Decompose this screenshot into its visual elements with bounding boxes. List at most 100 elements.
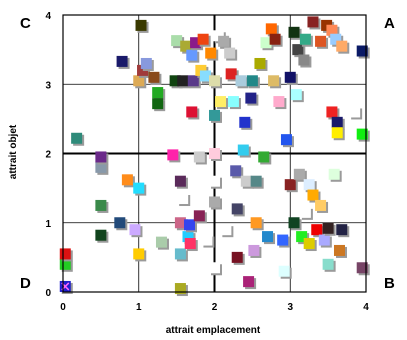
- data-point: [356, 45, 368, 57]
- data-point: [333, 244, 345, 256]
- data-point: [240, 175, 252, 187]
- x-tick-label: 3: [287, 302, 293, 313]
- data-point: [246, 75, 258, 87]
- data-point: [193, 210, 205, 222]
- data-point: [237, 144, 249, 156]
- data-point: [273, 96, 285, 108]
- y-tick-label: 3: [45, 80, 51, 91]
- data-point: [331, 116, 343, 128]
- data-point: [129, 224, 141, 236]
- data-point: [71, 132, 83, 144]
- data-point: [326, 106, 338, 118]
- data-point: [307, 16, 319, 28]
- data-point: [59, 248, 71, 260]
- quadrant-label-top-right: A: [384, 15, 395, 32]
- data-point: [230, 165, 242, 177]
- data-point: [322, 258, 334, 270]
- data-point: [186, 49, 198, 61]
- data-point: [262, 231, 274, 243]
- data-point: [303, 179, 315, 191]
- data-point: [177, 75, 189, 87]
- data-point: [193, 151, 205, 163]
- data-point: [250, 175, 262, 187]
- data-point: [95, 229, 107, 241]
- data-point: [254, 57, 266, 69]
- data-point: [167, 149, 179, 161]
- data-point: [209, 75, 220, 87]
- data-point: [315, 35, 327, 47]
- data-point: [278, 265, 290, 277]
- data-point: [95, 161, 107, 173]
- y-axis-title: attrait objet: [8, 124, 19, 179]
- quadrant-label-bottom-left: D: [20, 275, 31, 292]
- data-point: [277, 234, 289, 246]
- data-point: [326, 24, 338, 36]
- data-point: [186, 106, 198, 118]
- data-point: [209, 262, 220, 274]
- y-tick-label: 0: [45, 288, 51, 299]
- data-point: [227, 96, 239, 108]
- data-point: [315, 199, 327, 211]
- data-point: [349, 106, 361, 118]
- data-point: [197, 33, 209, 45]
- data-point: [171, 35, 183, 47]
- data-point: [250, 217, 262, 229]
- data-point: [205, 47, 217, 59]
- data-point: [140, 57, 152, 69]
- data-point: [293, 168, 305, 180]
- data-point: [269, 33, 281, 45]
- data-point: [133, 248, 145, 260]
- data-point: [239, 116, 251, 128]
- data-point: [209, 175, 220, 187]
- y-tick-labels: 0 1 2 3 4: [45, 11, 51, 299]
- data-point: [184, 238, 196, 250]
- data-point: [284, 179, 296, 191]
- data-point: [209, 109, 220, 121]
- x-tick-label: 0: [60, 302, 66, 313]
- data-point: [235, 75, 247, 87]
- data-point: [195, 64, 207, 76]
- data-point: [299, 206, 311, 218]
- data-point: [121, 174, 133, 186]
- data-points: [59, 16, 370, 297]
- data-point: [218, 35, 230, 47]
- data-point: [215, 96, 227, 108]
- data-point: [299, 33, 311, 45]
- data-point: [201, 234, 213, 246]
- data-point: [174, 248, 186, 260]
- data-point: [59, 258, 71, 270]
- data-point: [298, 54, 310, 66]
- data-point: [114, 217, 126, 229]
- data-point: [258, 151, 270, 163]
- data-point: [265, 23, 277, 35]
- data-point: [288, 217, 300, 229]
- data-point: [135, 19, 147, 31]
- data-point: [225, 68, 237, 80]
- data-point: [155, 236, 167, 248]
- data-point: [356, 128, 368, 140]
- data-point: [284, 71, 296, 83]
- data-point: [248, 244, 260, 256]
- data-point: [169, 75, 181, 87]
- data-point: [231, 251, 243, 263]
- x-tick-label: 2: [212, 302, 218, 313]
- data-point: [174, 283, 186, 295]
- data-point: [180, 40, 192, 52]
- data-point: [209, 196, 220, 208]
- data-point: [231, 203, 243, 215]
- data-point: [260, 37, 272, 49]
- data-point: [148, 71, 160, 83]
- data-point: [95, 199, 107, 211]
- data-point: [199, 70, 211, 82]
- data-point: [184, 219, 196, 231]
- quadrant-label-bottom-right: B: [384, 275, 395, 292]
- data-point: [177, 193, 189, 205]
- data-point: [95, 151, 107, 163]
- data-point: [331, 127, 343, 139]
- data-point: [292, 44, 304, 56]
- quadrant-label-top-left: C: [20, 15, 31, 32]
- data-point: [268, 75, 280, 87]
- data-point: [296, 231, 308, 243]
- x-tick-label: 4: [363, 302, 369, 313]
